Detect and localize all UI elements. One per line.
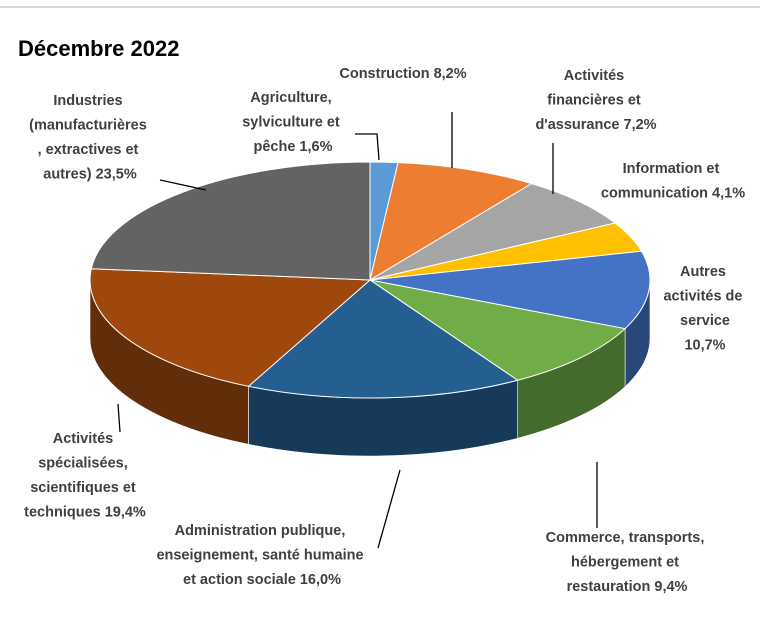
label-line: scientifiques et — [30, 480, 140, 496]
slice — [89, 268, 372, 387]
label-line: hébergement et — [571, 555, 683, 571]
label-line: communication — [601, 186, 708, 202]
value-label: 10,7% — [684, 338, 725, 354]
category-name: Administration publique, enseignement, s… — [156, 523, 367, 588]
label-line: Agriculture, — [250, 90, 335, 106]
slice-label: Activités financières et d'assurance 7,2% — [535, 68, 656, 133]
category-name: Construction — [339, 66, 429, 82]
leader-line — [355, 133, 380, 161]
label-line: Industries — [53, 93, 126, 109]
label-line: et action sociale — [183, 572, 296, 588]
label-line: Commerce, transports, — [546, 530, 709, 546]
value-label: 4,1% — [712, 186, 745, 202]
label-line: restauration — [567, 579, 651, 595]
label-line: Activités — [53, 431, 117, 447]
label-line: Autres — [680, 264, 730, 280]
slice-label: Activités spécialisées, scientifiques et… — [24, 431, 146, 521]
value-label: 16,0% — [300, 572, 341, 588]
value-label: 9,4% — [654, 579, 687, 595]
label-line: spécialisées, — [38, 456, 132, 472]
slice-label: Administration publique, enseignement, s… — [156, 523, 367, 588]
leader-line — [377, 469, 401, 549]
category-name: Commerce, transports, hébergement et res… — [546, 530, 709, 595]
label-line: techniques — [24, 505, 101, 521]
slice-label: Agriculture, sylviculture et pêche 1,6% — [242, 90, 344, 155]
label-line: Administration publique, — [175, 523, 350, 539]
label-line: Information et — [623, 161, 724, 177]
label-line: pêche — [254, 139, 296, 155]
label-line: autres) — [43, 167, 92, 183]
value-label: 19,4% — [105, 505, 146, 521]
label-line: activités de — [663, 289, 746, 305]
category-name: Information et communication — [601, 161, 723, 202]
category-name: Activités spécialisées, scientifiques et… — [24, 431, 140, 521]
leader-line — [159, 179, 207, 191]
label-line: sylviculture et — [242, 115, 344, 131]
category-name: Agriculture, sylviculture et pêche — [242, 90, 344, 155]
slice — [369, 279, 627, 381]
value-label: 8,2% — [434, 66, 467, 82]
value-label: 23,5% — [96, 167, 137, 183]
value-label: 1,6% — [299, 139, 332, 155]
slice-label: Information et communication 4,1% — [601, 161, 745, 202]
slice-label: Construction 8,2% — [339, 66, 466, 82]
slice — [90, 161, 371, 281]
category-name: Industries (manufacturières , extractive… — [29, 93, 151, 183]
label-line: enseignement, santé humaine — [156, 548, 367, 564]
value-label: 7,2% — [624, 117, 657, 133]
category-name: Autres activités de service — [663, 264, 746, 329]
label-line: service — [680, 313, 730, 329]
slice-label: Autres activités de service 10,7% — [663, 264, 746, 354]
label-line: Construction — [339, 66, 429, 82]
category-name: Activités financières et d'assurance — [535, 68, 644, 133]
slice-label: Industries (manufacturières , extractive… — [29, 93, 151, 183]
label-line: , extractives et — [38, 142, 143, 158]
leader-line — [117, 403, 121, 433]
label-line: Activités — [564, 68, 628, 84]
slice — [369, 250, 651, 330]
label-line: d'assurance — [535, 117, 619, 133]
slice — [247, 279, 519, 399]
slice-label: Commerce, transports, hébergement et res… — [546, 530, 709, 595]
slice — [369, 183, 617, 281]
label-line: financières et — [547, 93, 645, 109]
label-line: (manufacturières — [29, 118, 151, 134]
chart-title: Décembre 2022 — [18, 36, 179, 61]
slice — [369, 162, 533, 282]
